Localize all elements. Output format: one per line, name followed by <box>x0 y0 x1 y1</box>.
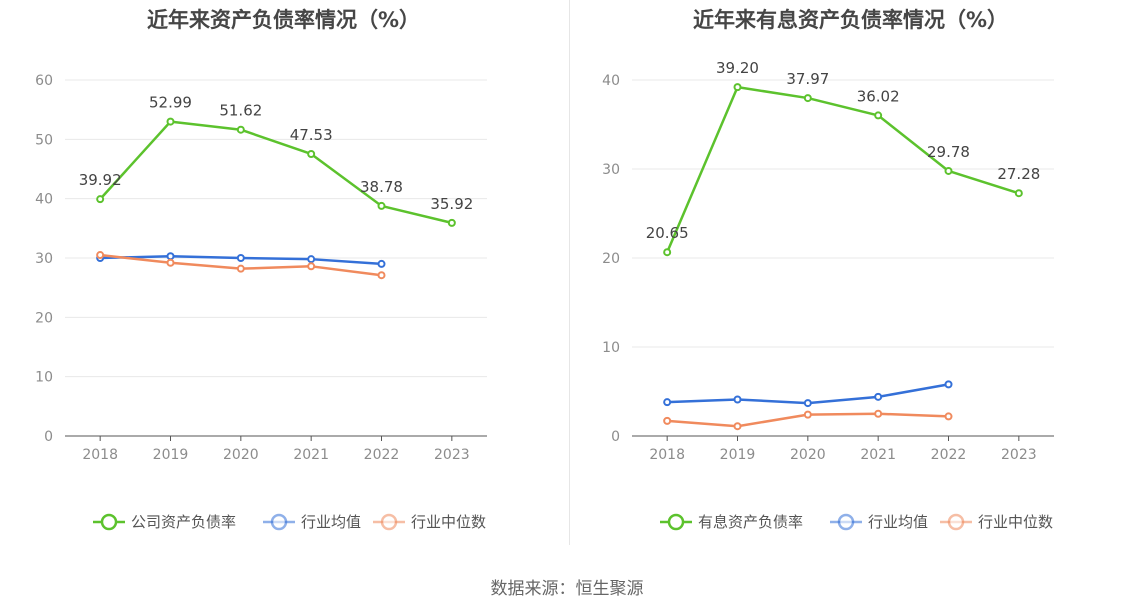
data-label: 51.62 <box>219 102 262 120</box>
data-point <box>874 392 883 401</box>
legend-label: 行业均值 <box>868 513 928 531</box>
x-tick-label: 2022 <box>364 447 400 463</box>
x-tick-label: 2019 <box>720 447 756 463</box>
left-chart-panel: 近年来资产负债率情况（%） 0 10 20 30 40 50 60 2018 2019 2020 2… <box>0 0 567 550</box>
y-tick-label: 30 <box>602 162 620 178</box>
data-point <box>236 125 245 134</box>
data-point <box>307 255 316 264</box>
data-label: 29.78 <box>927 143 970 161</box>
y-tick-label: 0 <box>611 429 620 445</box>
data-label: 20.65 <box>646 224 689 242</box>
y-tick-label: 20 <box>35 310 53 326</box>
x-tick-label: 2019 <box>153 447 189 463</box>
legend-marker <box>837 513 855 531</box>
data-point <box>307 149 316 158</box>
chart-title: 近年来资产负债率情况（%） <box>146 8 421 32</box>
data-label: 35.92 <box>430 195 473 213</box>
x-tick-label: 2021 <box>293 447 329 463</box>
data-point <box>944 412 953 421</box>
series-line <box>666 85 1020 253</box>
data-source-label: 数据来源：恒生聚源 <box>490 579 644 599</box>
y-tick-label: 40 <box>602 73 620 89</box>
data-point <box>166 252 175 261</box>
data-point <box>944 380 953 389</box>
data-point <box>733 395 742 404</box>
data-point <box>803 410 812 419</box>
legend-label: 有息资产负债率 <box>698 513 803 531</box>
right-chart-panel: 近年来有息资产负债率情况（%） 0 10 20 30 40 2018 2019 2020 202… <box>567 0 1134 550</box>
data-point <box>166 258 175 267</box>
data-point <box>663 398 672 407</box>
data-label: 52.99 <box>149 94 192 112</box>
data-label: 37.97 <box>786 70 829 88</box>
data-label: 36.02 <box>857 87 900 105</box>
data-point <box>236 264 245 273</box>
panel-divider <box>569 0 570 545</box>
legend-item: 行业中位数 <box>373 513 486 531</box>
legend-marker <box>947 513 965 531</box>
x-tick-label: 2020 <box>790 447 826 463</box>
y-tick-label: 30 <box>35 251 53 267</box>
legend-item: 有息资产负债率 <box>660 513 803 531</box>
legend-marker <box>667 513 685 531</box>
legend-item: 行业均值 <box>830 513 928 531</box>
legend-label: 行业中位数 <box>978 513 1053 531</box>
legend-marker <box>270 513 288 531</box>
y-tick-label: 0 <box>44 429 53 445</box>
x-tick-label: 2018 <box>82 447 118 463</box>
y-tick-label: 40 <box>35 192 53 208</box>
legend-item: 行业均值 <box>263 513 361 531</box>
legend-marker <box>100 513 118 531</box>
x-tick-label: 2021 <box>860 447 896 463</box>
data-point <box>663 248 672 257</box>
data-point <box>166 117 175 126</box>
data-point <box>803 399 812 408</box>
chart-title: 近年来有息资产负债率情况（%） <box>692 8 1009 32</box>
data-point <box>96 195 105 204</box>
data-point <box>874 111 883 120</box>
data-point <box>944 166 953 175</box>
data-label: 47.53 <box>290 126 333 144</box>
y-tick-label: 20 <box>602 251 620 267</box>
legend-label: 行业均值 <box>301 513 361 531</box>
x-tick-label: 2022 <box>931 447 967 463</box>
data-point <box>733 422 742 431</box>
legend-item: 公司资产负债率 <box>93 513 236 531</box>
data-point <box>874 409 883 418</box>
data-point <box>447 218 456 227</box>
data-label: 27.28 <box>997 165 1040 183</box>
data-label: 38.78 <box>360 178 403 196</box>
legend-label: 行业中位数 <box>411 513 486 531</box>
debt-ratio-chart: 0 10 20 30 40 50 60 2018 2019 2020 2021 2022 2023 39.… <box>35 73 487 531</box>
data-point <box>96 251 105 260</box>
data-point <box>307 262 316 271</box>
data-point <box>663 416 672 425</box>
y-tick-label: 50 <box>35 132 53 148</box>
data-point <box>733 83 742 92</box>
data-point <box>377 271 386 280</box>
data-point <box>236 254 245 262</box>
y-tick-label: 10 <box>602 340 620 356</box>
x-tick-label: 2023 <box>1001 447 1037 463</box>
x-tick-label: 2018 <box>649 447 685 463</box>
series-line <box>99 120 453 225</box>
x-tick-label: 2020 <box>223 447 259 463</box>
legend-marker <box>380 513 398 531</box>
data-label: 39.92 <box>79 171 122 189</box>
data-label: 39.20 <box>716 59 759 77</box>
y-tick-label: 10 <box>35 370 53 386</box>
y-tick-label: 60 <box>35 73 53 89</box>
interest-bearing-debt-ratio-chart: 0 10 20 30 40 2018 2019 2020 2021 2022 2023 20.65 39… <box>602 59 1054 531</box>
legend-item: 行业中位数 <box>940 513 1053 531</box>
legend-label: 公司资产负债率 <box>131 513 236 531</box>
data-point <box>1014 189 1023 198</box>
data-point <box>377 259 386 268</box>
data-point <box>803 94 812 103</box>
data-point <box>377 201 386 210</box>
x-tick-label: 2023 <box>434 447 470 463</box>
